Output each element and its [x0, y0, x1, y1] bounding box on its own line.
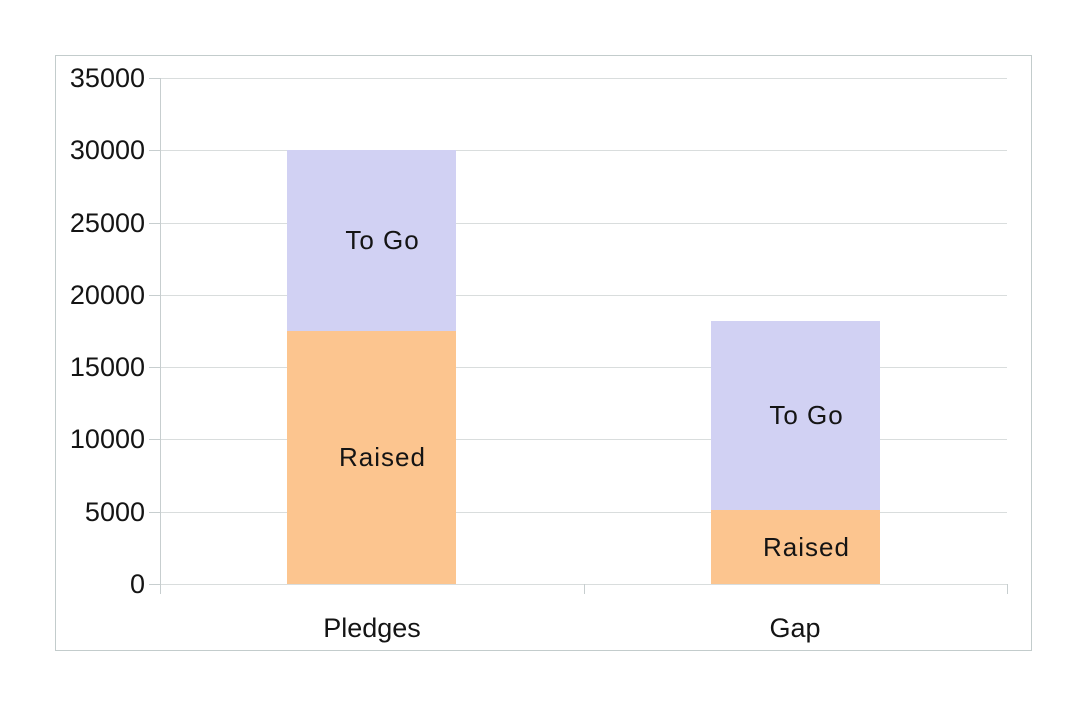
- x-axis-end-tick: [1007, 584, 1008, 594]
- y-axis-tick: [149, 78, 160, 79]
- bar-segment-label: To Go: [345, 225, 420, 255]
- bar-segment-label: To Go: [769, 400, 844, 430]
- y-axis-tick: [149, 367, 160, 368]
- gridline: [160, 78, 1007, 79]
- y-axis-line: [160, 78, 161, 594]
- y-axis-tick-label: 15000: [69, 352, 145, 382]
- gridline: [160, 439, 1007, 440]
- y-axis-tick: [149, 439, 160, 440]
- y-axis-tick-label: 30000: [69, 135, 145, 165]
- bar-segment-gap-raised: Raised: [711, 510, 880, 584]
- gridline: [160, 223, 1007, 224]
- y-axis-tick-label: 0: [129, 569, 145, 599]
- x-axis-mid-tick: [584, 584, 585, 594]
- y-axis-tick-label: 10000: [69, 424, 145, 454]
- bar-segment-pledges-raised: Raised: [287, 331, 456, 584]
- bar-segment-label: Raised: [339, 442, 426, 472]
- gridline: [160, 584, 1007, 585]
- y-axis-tick: [149, 584, 160, 585]
- y-axis-tick-label: 25000: [69, 208, 145, 238]
- y-axis-tick: [149, 512, 160, 513]
- y-axis-tick-label: 35000: [69, 63, 145, 93]
- bar-segment-gap-to-go: To Go: [711, 321, 880, 510]
- chart-frame: [55, 55, 1032, 651]
- y-axis-tick: [149, 223, 160, 224]
- gridline: [160, 367, 1007, 368]
- x-axis-category-label: Gap: [769, 613, 821, 643]
- gridline: [160, 295, 1007, 296]
- gridline: [160, 150, 1007, 151]
- bar-segment-label: Raised: [763, 531, 850, 562]
- x-axis-category-label: Pledges: [323, 613, 421, 643]
- bar-segment-pledges-to-go: To Go: [287, 150, 456, 331]
- y-axis-tick: [149, 295, 160, 296]
- y-axis-tick-label: 5000: [84, 497, 145, 527]
- y-axis-tick: [149, 150, 160, 151]
- gridline: [160, 512, 1007, 513]
- y-axis-tick-label: 20000: [69, 280, 145, 310]
